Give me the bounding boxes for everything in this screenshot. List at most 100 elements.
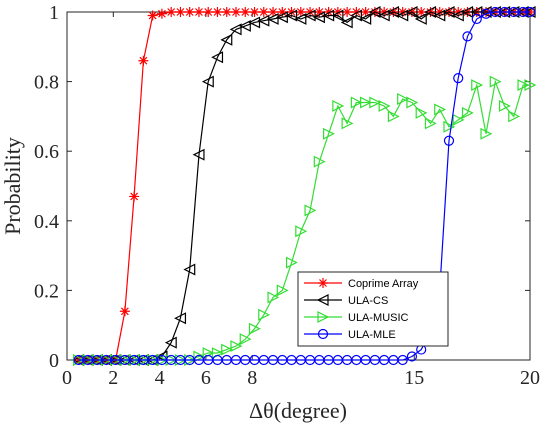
data-point-ula-mle — [443, 135, 455, 146]
series-ula-mle — [73, 6, 536, 366]
data-point-ula-cs — [183, 263, 196, 276]
data-point-ula-cs — [248, 16, 261, 29]
data-point-ula-music — [378, 99, 391, 112]
y-tick-label: 0.4 — [34, 211, 59, 233]
data-point-ula-music — [230, 340, 243, 353]
data-point-coprime-array — [286, 7, 297, 17]
data-point-coprime-array — [397, 7, 408, 17]
data-point-coprime-array — [268, 7, 279, 17]
data-point-coprime-array — [203, 7, 214, 17]
data-point-ula-music — [471, 79, 484, 92]
data-point-ula-music — [360, 96, 372, 109]
data-point-ula-cs — [387, 6, 400, 18]
data-point-coprime-array — [258, 7, 269, 17]
data-point-coprime-array — [156, 8, 167, 19]
x-tick-label: 0 — [62, 367, 72, 389]
x-tick-label: 8 — [247, 367, 257, 389]
legend-label-coprime-array: Coprime Array — [348, 278, 419, 290]
legend-label-ula-mle: ULA-MLE — [348, 329, 396, 341]
data-point-ula-cs — [331, 9, 344, 22]
data-point-ula-cs — [211, 51, 224, 64]
data-point-ula-music — [461, 106, 474, 119]
y-axis-label: Probability — [0, 137, 25, 235]
data-point-ula-cs — [350, 9, 362, 22]
data-point-ula-music — [193, 350, 206, 363]
data-point-ula-mle — [406, 351, 418, 362]
data-point-coprime-array — [305, 7, 316, 17]
data-point-ula-music — [434, 103, 447, 116]
data-point-ula-music — [397, 93, 410, 105]
data-point-coprime-array — [73, 355, 84, 365]
data-point-ula-mle — [453, 73, 464, 84]
data-point-ula-cs — [303, 9, 316, 22]
data-point-ula-cs — [257, 14, 270, 27]
data-point-ula-cs — [359, 12, 372, 25]
x-tick-label: 2 — [108, 367, 118, 389]
data-point-coprime-array — [332, 7, 343, 17]
data-point-ula-music — [267, 291, 280, 304]
y-tick-label: 0.8 — [34, 72, 59, 94]
data-point-ula-music — [322, 127, 335, 140]
data-point-ula-cs — [164, 336, 177, 349]
data-point-coprime-array — [184, 7, 195, 17]
data-point-ula-music — [517, 79, 530, 92]
data-point-ula-mle — [517, 6, 529, 18]
data-point-ula-music — [341, 117, 354, 130]
data-point-ula-music — [285, 256, 298, 269]
legend-label-ula-music: ULA-MUSIC — [348, 312, 409, 324]
data-point-coprime-array — [175, 7, 186, 17]
data-point-ula-cs — [155, 350, 168, 363]
data-point-ula-music — [276, 284, 289, 297]
data-point-ula-cs — [220, 33, 233, 46]
y-tick-label: 0.6 — [34, 141, 59, 163]
data-point-ula-mle — [462, 31, 473, 42]
data-point-coprime-array — [212, 7, 223, 17]
data-point-coprime-array — [434, 7, 445, 17]
data-point-ula-music — [480, 127, 493, 140]
data-point-ula-music — [508, 110, 521, 123]
data-point-ula-music — [387, 110, 400, 123]
data-point-ula-music — [239, 333, 252, 346]
y-tick-label: 1 — [49, 2, 59, 24]
data-point-ula-music — [443, 120, 456, 133]
plot-area: 0 2 4 6 8 15 20 0 0.2 0.4 0.6 0.8 1 — [34, 2, 540, 389]
data-point-ula-cs — [192, 148, 205, 161]
data-point-ula-music — [332, 99, 345, 112]
data-point-coprime-array — [230, 7, 241, 17]
data-point-ula-music — [406, 96, 419, 109]
data-point-coprime-array — [193, 7, 204, 17]
legend-item-ula-cs: ULA-CS — [304, 294, 388, 307]
data-point-ula-music — [258, 308, 271, 321]
data-point-coprime-array — [453, 7, 464, 17]
data-point-ula-cs — [285, 9, 298, 22]
data-point-coprime-array — [249, 7, 260, 17]
legend-item-coprime-array: Coprime Array — [304, 278, 419, 290]
x-tick-label: 4 — [155, 367, 165, 389]
data-point-coprime-array — [360, 7, 371, 17]
data-point-ula-music — [415, 106, 428, 119]
data-point-ula-music — [350, 96, 363, 109]
data-point-ula-music — [498, 99, 511, 112]
data-point-ula-music — [369, 96, 382, 109]
legend-marker-ula-music — [317, 311, 330, 323]
legend-marker-ula-mle — [317, 328, 329, 340]
data-point-ula-cs — [377, 9, 390, 22]
data-point-ula-music — [313, 155, 326, 168]
data-point-coprime-array — [416, 7, 427, 17]
x-tick-label: 15 — [404, 367, 424, 389]
data-point-ula-music — [489, 75, 502, 88]
data-point-coprime-array — [221, 7, 232, 17]
legend-marker-ula-cs — [316, 294, 329, 306]
data-point-coprime-array — [166, 7, 177, 17]
data-point-ula-music — [304, 204, 317, 217]
data-point-coprime-array — [314, 7, 325, 17]
data-point-coprime-array — [323, 7, 334, 17]
data-point-ula-cs — [340, 16, 353, 29]
data-point-ula-cs — [229, 23, 242, 36]
data-point-ula-mle — [471, 13, 482, 25]
data-point-ula-cs — [433, 9, 446, 22]
data-point-coprime-array — [379, 7, 390, 17]
data-point-ula-cs — [424, 6, 437, 18]
data-point-ula-mle — [397, 354, 408, 366]
